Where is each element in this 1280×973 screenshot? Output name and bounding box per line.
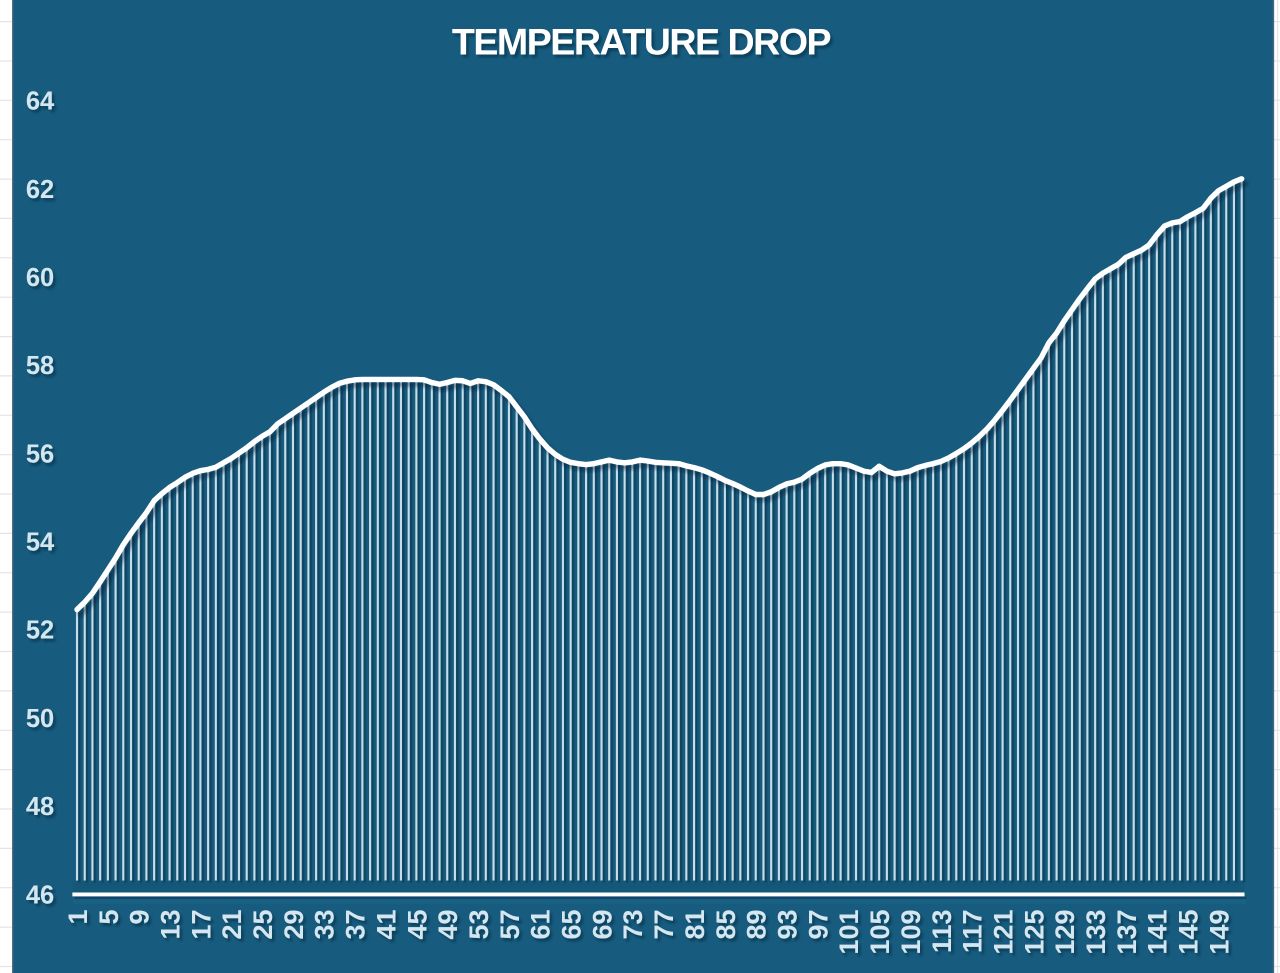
svg-text:13: 13	[155, 910, 185, 940]
svg-text:61: 61	[526, 910, 556, 940]
svg-text:37: 37	[341, 910, 371, 940]
svg-text:149: 149	[1204, 910, 1234, 955]
svg-text:89: 89	[742, 910, 772, 940]
svg-text:25: 25	[248, 910, 278, 940]
svg-text:129: 129	[1050, 910, 1080, 955]
svg-text:69: 69	[587, 910, 617, 940]
svg-text:41: 41	[371, 910, 401, 940]
svg-text:85: 85	[711, 910, 741, 940]
svg-text:113: 113	[927, 910, 957, 954]
svg-text:65: 65	[557, 910, 587, 940]
svg-text:137: 137	[1112, 910, 1142, 955]
svg-text:46: 46	[26, 881, 54, 909]
svg-text:48: 48	[26, 793, 54, 821]
svg-text:17: 17	[186, 910, 216, 940]
svg-text:21: 21	[217, 910, 247, 940]
svg-text:53: 53	[464, 910, 494, 940]
svg-text:101: 101	[834, 910, 864, 955]
svg-text:52: 52	[26, 617, 54, 645]
svg-text:81: 81	[680, 910, 710, 940]
svg-text:125: 125	[1019, 910, 1049, 955]
svg-text:60: 60	[26, 264, 54, 292]
svg-text:9: 9	[125, 910, 155, 925]
svg-text:56: 56	[26, 440, 54, 468]
svg-text:145: 145	[1174, 910, 1204, 955]
svg-text:45: 45	[402, 910, 432, 940]
svg-text:93: 93	[773, 910, 803, 940]
svg-text:54: 54	[26, 529, 55, 557]
svg-text:73: 73	[618, 910, 648, 940]
svg-text:57: 57	[495, 910, 525, 940]
svg-text:141: 141	[1143, 910, 1173, 955]
svg-text:29: 29	[279, 910, 309, 940]
svg-text:62: 62	[26, 176, 54, 204]
svg-text:97: 97	[803, 910, 833, 940]
svg-text:33: 33	[310, 910, 340, 940]
svg-text:58: 58	[26, 352, 54, 380]
svg-text:117: 117	[958, 910, 988, 954]
svg-text:TEMPERATURE DROP: TEMPERATURE DROP	[452, 21, 831, 63]
svg-text:49: 49	[433, 910, 463, 940]
svg-text:121: 121	[988, 909, 1018, 954]
svg-text:133: 133	[1081, 910, 1111, 955]
svg-text:50: 50	[26, 705, 54, 733]
svg-text:64: 64	[26, 88, 55, 116]
svg-text:1: 1	[63, 910, 93, 925]
svg-text:77: 77	[649, 910, 679, 940]
svg-text:109: 109	[896, 910, 926, 955]
svg-text:5: 5	[94, 910, 124, 925]
svg-text:105: 105	[865, 910, 895, 955]
